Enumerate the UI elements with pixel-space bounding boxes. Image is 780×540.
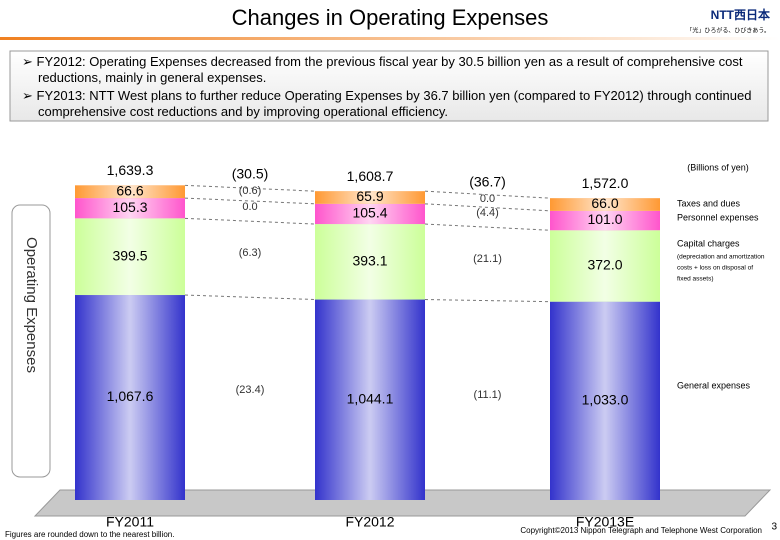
bar-highlight	[75, 295, 185, 500]
legend-note: (depreciation and amortization	[677, 254, 765, 261]
unit: (Billions of yen)	[687, 162, 749, 172]
header-rule	[0, 37, 780, 40]
connector	[424, 223, 551, 231]
total-label: 1,639.3	[107, 162, 154, 178]
change-label: (23.4)	[236, 384, 265, 396]
legend-note: fixed assets)	[677, 276, 714, 283]
change-label: (21.1)	[473, 253, 502, 265]
bar-highlight	[550, 301, 660, 500]
legend-label: General expenses	[677, 380, 751, 390]
bullet: ➢ FY2013: NTT West plans to further redu…	[22, 88, 752, 119]
change-total: (36.7)	[469, 174, 506, 190]
copyright: Copyright©2013 Nippon Telegraph and Tele…	[520, 526, 762, 535]
title: Changes in Operating Expenses	[232, 5, 549, 30]
value-label: 66.0	[591, 195, 618, 211]
bullet-text: FY2012: Operating Expenses decreased fro…	[36, 54, 743, 85]
bar-highlight	[550, 230, 660, 302]
bar-highlight	[75, 185, 185, 199]
change-label: 0.0	[480, 193, 495, 205]
bar-highlight	[315, 191, 425, 204]
connector	[184, 184, 316, 192]
legend-label: Taxes and dues	[677, 198, 741, 208]
tagline: 「光」ひろがる、ひびきあう。	[686, 27, 770, 35]
value-label: 399.5	[112, 247, 147, 263]
connector	[184, 197, 316, 205]
value-label: 1,033.0	[582, 392, 629, 408]
axis-label-box	[11, 204, 51, 478]
change-label: (4.4)	[476, 207, 499, 219]
value-label: 105.3	[112, 199, 147, 215]
bar-highlight	[315, 224, 425, 300]
value-label: 105.4	[352, 205, 387, 221]
value-label: 65.9	[356, 188, 383, 204]
connector	[184, 217, 316, 225]
bar-highlight	[550, 198, 660, 211]
bar-highlight	[315, 203, 425, 225]
legend-note: costs + loss on disposal of	[677, 265, 753, 272]
change-total: (30.5)	[232, 166, 269, 182]
connector	[424, 299, 551, 303]
change-label: (0.6)	[239, 185, 262, 197]
total-label: 1,572.0	[582, 175, 629, 191]
legend-label: Capital charges	[677, 238, 740, 248]
value-label: 1,044.1	[347, 390, 394, 406]
x-tick-label: FY2013E	[576, 514, 634, 530]
change-label: (11.1)	[474, 389, 502, 401]
connector	[184, 294, 316, 301]
value-label: 66.6	[116, 182, 143, 198]
bar-highlight	[75, 198, 185, 219]
bullet-text: FY2013: NTT West plans to further reduce…	[36, 88, 752, 119]
bar-highlight	[75, 218, 185, 296]
value-label: 1,067.6	[107, 388, 154, 404]
axis-label: Operating Expenses	[23, 237, 40, 373]
connector	[424, 203, 551, 212]
bar-highlight	[315, 299, 425, 500]
connector	[424, 190, 551, 199]
footer-note: Figures are rounded down to the nearest …	[5, 530, 174, 539]
logo: NTT西日本	[711, 7, 770, 22]
legend-label: Personnel expenses	[677, 212, 759, 222]
page-number: 3	[771, 522, 777, 533]
x-tick-label: FY2011	[106, 514, 154, 530]
total-label: 1,608.7	[347, 168, 394, 184]
x-tick-label: FY2012	[345, 514, 394, 530]
value-label: 101.0	[587, 211, 622, 227]
bar-highlight	[550, 210, 660, 231]
bullet-box	[9, 50, 769, 122]
change-label: 0.0	[242, 201, 257, 213]
bullet: ➢ FY2012: Operating Expenses decreased f…	[22, 54, 743, 85]
value-label: 393.1	[352, 252, 387, 268]
change-label: (6.3)	[239, 247, 262, 259]
value-label: 372.0	[587, 257, 622, 273]
